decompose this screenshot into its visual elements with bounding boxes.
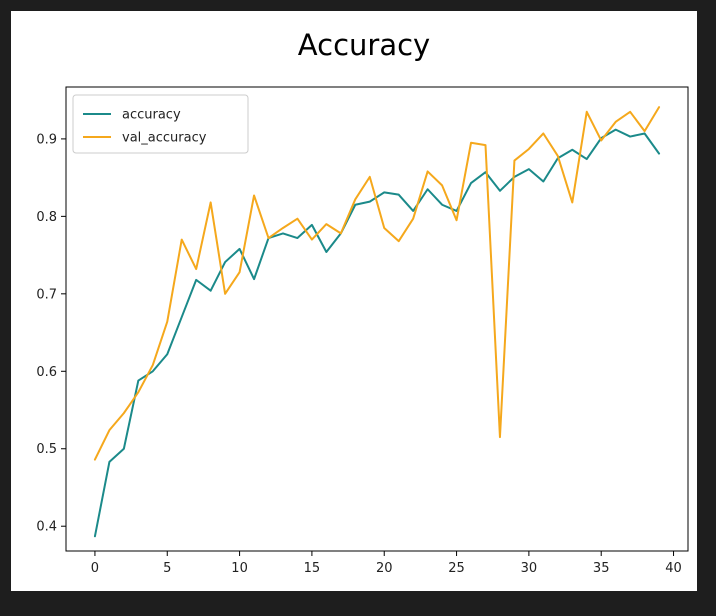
- series-line-val-accuracy: [93, 106, 661, 461]
- y-tick-label: 0.9: [36, 132, 57, 147]
- y-tick-label: 0.8: [36, 210, 57, 225]
- legend-label-val-accuracy: val_accuracy: [122, 131, 207, 146]
- x-tick-label: 5: [163, 561, 171, 576]
- legend-box: [72, 94, 249, 154]
- x-tick-label: 20: [376, 561, 393, 576]
- y-tick-label: 0.7: [36, 287, 57, 302]
- y-tick-label: 0.4: [36, 520, 57, 535]
- axis-ticks: 0 5 10 15 20 25 30 35 40 0.4 0.5 0.6 0.7 0.8 0.9: [36, 132, 681, 576]
- x-tick-label: 0: [91, 561, 99, 576]
- x-tick-label: 10: [231, 561, 248, 576]
- x-tick-label: 30: [521, 561, 538, 576]
- plot-area: [65, 86, 689, 552]
- x-tick-label: 35: [593, 561, 610, 576]
- accuracy-chart: Accuracy 0 5 10 15 20 25 30 35 40 0.4 0.5 0.6 0.7 0.8…: [36, 28, 689, 576]
- chart-frame: Accuracy 0 5 10 15 20 25 30 35 40 0.4 0.5 0.6 0.7 0.8…: [11, 11, 697, 591]
- series-line-accuracy: [93, 128, 661, 538]
- y-tick-label: 0.5: [36, 442, 57, 457]
- legend-label-accuracy: accuracy: [122, 108, 181, 123]
- x-tick-label: 40: [665, 561, 682, 576]
- series-lines: [93, 106, 661, 538]
- legend: accuracy val_accuracy: [72, 94, 249, 154]
- x-tick-label: 25: [448, 561, 465, 576]
- x-tick-label: 15: [304, 561, 321, 576]
- chart-title: Accuracy: [298, 28, 430, 62]
- y-tick-label: 0.6: [36, 365, 57, 380]
